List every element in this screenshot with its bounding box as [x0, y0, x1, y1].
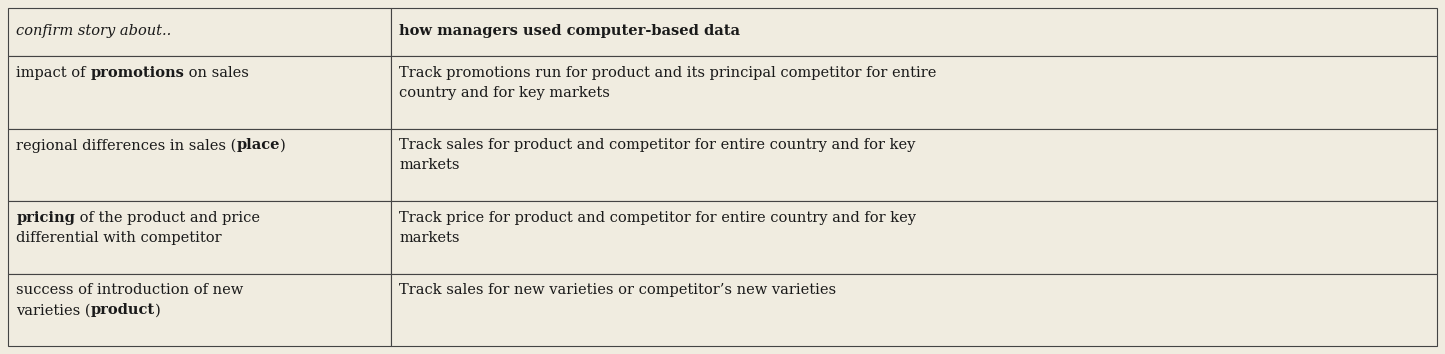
Bar	[9, 56, 392, 129]
Bar	[9, 129, 392, 201]
Text: confirm story about..: confirm story about..	[16, 24, 172, 38]
Bar	[392, 201, 1436, 274]
Text: promotions: promotions	[91, 66, 185, 80]
Text: success of introduction of new: success of introduction of new	[16, 283, 244, 297]
Text: varieties (: varieties (	[16, 303, 91, 318]
Text: Track promotions run for product and its principal competitor for entire: Track promotions run for product and its…	[399, 66, 936, 80]
Text: on sales: on sales	[185, 66, 249, 80]
Bar	[392, 8, 1436, 56]
Text: regional differences in sales (: regional differences in sales (	[16, 138, 237, 153]
Text: Track sales for product and competitor for entire country and for key: Track sales for product and competitor f…	[399, 138, 916, 152]
Text: differential with competitor: differential with competitor	[16, 231, 223, 245]
Text: ): )	[280, 138, 286, 152]
Text: markets: markets	[399, 158, 460, 172]
Text: product: product	[91, 303, 155, 318]
Text: Track sales for new varieties or competitor’s new varieties: Track sales for new varieties or competi…	[399, 283, 837, 297]
Bar	[9, 201, 392, 274]
Text: impact of: impact of	[16, 66, 91, 80]
Text: place: place	[237, 138, 280, 152]
Text: markets: markets	[399, 231, 460, 245]
Bar	[392, 56, 1436, 129]
Bar	[392, 129, 1436, 201]
Text: of the product and price: of the product and price	[75, 211, 260, 225]
Bar	[9, 8, 392, 56]
Text: how managers used computer-based data: how managers used computer-based data	[399, 24, 740, 38]
Text: ): )	[155, 303, 160, 318]
Text: pricing: pricing	[16, 211, 75, 225]
Bar	[392, 274, 1436, 346]
Text: country and for key markets: country and for key markets	[399, 86, 610, 100]
Text: Track price for product and competitor for entire country and for key: Track price for product and competitor f…	[399, 211, 916, 225]
Bar	[9, 274, 392, 346]
